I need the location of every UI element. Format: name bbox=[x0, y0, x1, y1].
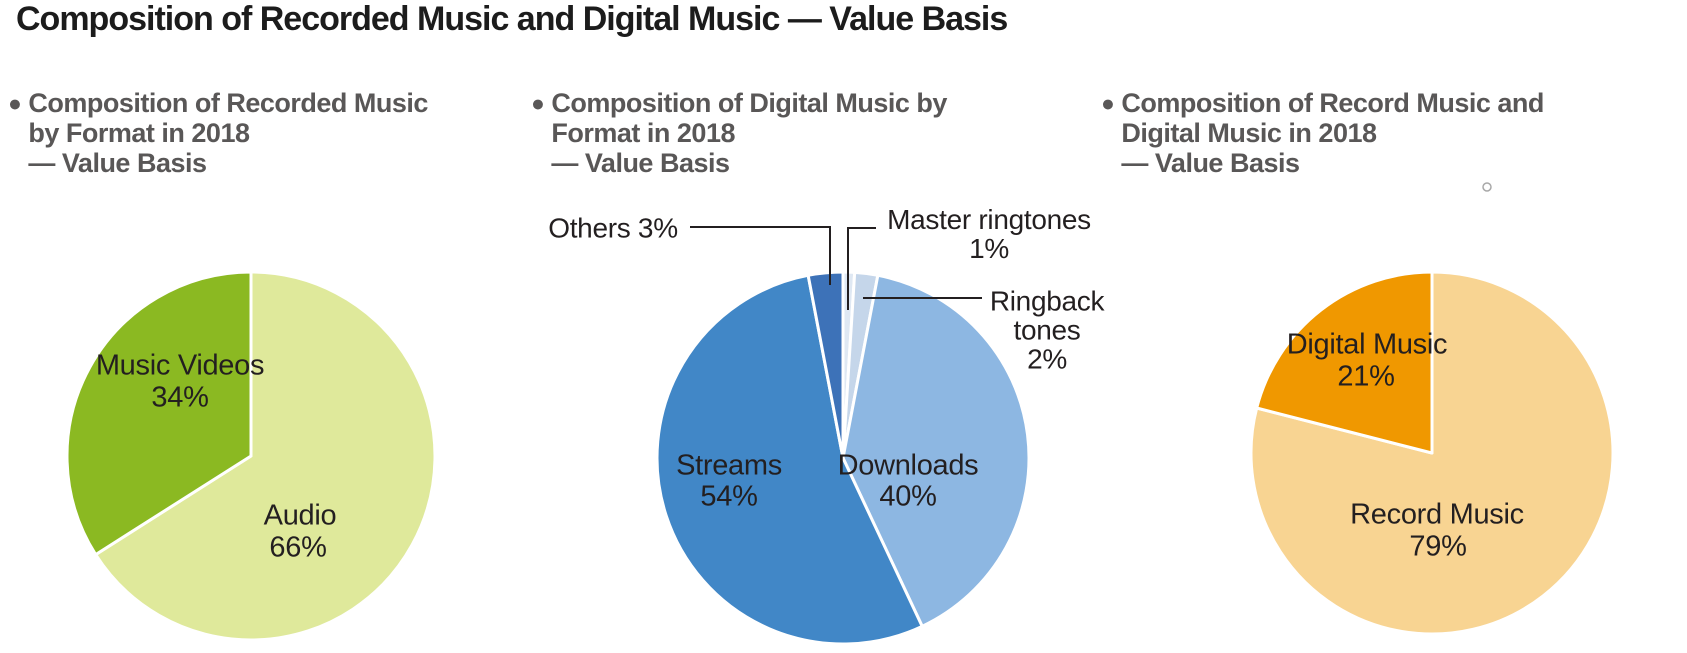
bullet-icon: ● bbox=[1101, 90, 1115, 116]
chart-title-line: Composition of Record Music and bbox=[1121, 88, 1544, 118]
pie-slice-audio bbox=[94, 270, 437, 642]
master-ringtones-callout-label: Master ringtones 1% bbox=[887, 205, 1091, 263]
master-ringtones-value: 1% bbox=[969, 233, 1009, 264]
music-videos-slice-label: Music Videos bbox=[95, 349, 265, 382]
ringback-tones-text: Ringback bbox=[989, 285, 1105, 317]
ringback-tones-value: 2% bbox=[1027, 343, 1067, 375]
chart-title-recorded-music: ● Composition of Recorded Music by Forma… bbox=[8, 88, 428, 178]
digital-music-slice-label: Digital Music bbox=[1286, 328, 1448, 361]
ringback-tones-text: tones bbox=[1013, 314, 1081, 346]
music-videos-slice-value: 34% bbox=[151, 381, 209, 414]
recorded-music-pie bbox=[65, 270, 437, 642]
chart-title-text: Composition of Record Music and Digital … bbox=[1121, 88, 1544, 178]
chart-title-text: Composition of Digital Music by Format i… bbox=[551, 88, 947, 178]
chart-title-digital-music: ● Composition of Digital Music by Format… bbox=[531, 88, 947, 178]
chart-title-line: Digital Music in 2018 bbox=[1121, 118, 1377, 148]
record-music-slice-label: Record Music bbox=[1350, 498, 1524, 531]
chart-title-line: — Value Basis bbox=[1121, 148, 1300, 178]
chart-title-line: Composition of Digital Music by bbox=[551, 88, 947, 118]
bullet-icon: ● bbox=[531, 90, 545, 116]
streams-slice-value: 54% bbox=[700, 480, 758, 513]
downloads-slice-label: Downloads bbox=[837, 449, 979, 482]
digital-music-slice-value: 21% bbox=[1337, 360, 1395, 393]
master-ringtones-text: Master ringtones bbox=[887, 204, 1091, 235]
chart-title-line: Format in 2018 bbox=[551, 118, 735, 148]
ringback-tones-callout-label: Ringback tones 2% bbox=[989, 285, 1105, 375]
chart-title-line: Composition of Recorded Music bbox=[28, 88, 428, 118]
record-vs-digital-pie bbox=[1249, 270, 1615, 636]
chart-title-text: Composition of Recorded Music by Format … bbox=[28, 88, 428, 178]
pie-slice-digital-music bbox=[1255, 270, 1434, 455]
pie-slice-record-music bbox=[1249, 270, 1615, 636]
streams-slice-label: Streams bbox=[676, 449, 782, 482]
downloads-slice-value: 40% bbox=[879, 480, 937, 513]
others-callout-label: Others 3% bbox=[548, 212, 678, 244]
digital-music-pie bbox=[655, 270, 1031, 646]
pie-slice-streams bbox=[655, 273, 924, 646]
chart-title-line: — Value Basis bbox=[551, 148, 730, 178]
chart-title-line: by Format in 2018 bbox=[28, 118, 250, 148]
chart-title-record-vs-digital: ● Composition of Record Music and Digita… bbox=[1101, 88, 1544, 178]
audio-slice-label: Audio bbox=[263, 499, 337, 532]
record-music-slice-value: 79% bbox=[1409, 530, 1467, 563]
chart-title-line: — Value Basis bbox=[28, 148, 207, 178]
audio-slice-value: 66% bbox=[269, 531, 327, 564]
bullet-icon: ● bbox=[8, 90, 22, 116]
decorative-ring bbox=[1482, 182, 1492, 192]
pie-slice-music-videos bbox=[65, 270, 253, 557]
page-title: Composition of Recorded Music and Digita… bbox=[16, 0, 1008, 38]
